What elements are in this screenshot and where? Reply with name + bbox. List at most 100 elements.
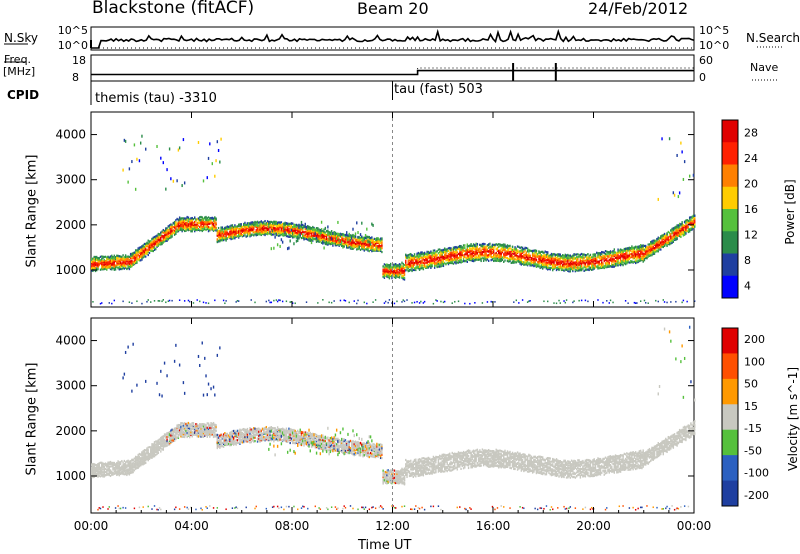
power-cell — [569, 267, 572, 270]
power-cell — [141, 258, 143, 261]
power-cell — [269, 225, 271, 228]
power-cell — [584, 262, 587, 265]
power-cell — [544, 255, 546, 259]
power-cell — [217, 230, 220, 233]
power-cell — [286, 247, 289, 251]
power-cell — [583, 263, 585, 266]
power-cell — [92, 257, 94, 260]
power-cell — [225, 237, 227, 241]
power-cell — [200, 223, 202, 227]
power-cell — [389, 274, 392, 278]
power-cell — [220, 137, 222, 141]
power-noise — [178, 299, 181, 301]
power-noise — [150, 301, 152, 303]
power-cell — [513, 252, 515, 255]
power-cell — [524, 253, 526, 256]
power-cell — [520, 246, 523, 249]
power-cell — [171, 229, 173, 232]
power-cell — [618, 263, 621, 266]
power-cell — [162, 240, 165, 243]
power-cell — [170, 223, 172, 226]
power-cell — [495, 257, 497, 260]
power-cell — [516, 250, 519, 254]
power-cell — [396, 264, 398, 267]
power-cell — [528, 262, 530, 265]
power-cell — [190, 227, 192, 230]
power-cell — [658, 237, 661, 240]
power-cell — [658, 241, 661, 244]
power-cell — [207, 227, 210, 230]
power-cell — [418, 255, 421, 258]
power-cell — [127, 264, 129, 267]
power-cell — [383, 266, 386, 269]
power-cell — [641, 244, 643, 247]
power-cell — [481, 254, 484, 257]
power-cell — [123, 138, 126, 142]
power-cell — [244, 234, 246, 237]
power-cell — [332, 232, 334, 236]
power-cell — [373, 242, 376, 245]
power-cell — [280, 224, 283, 227]
power-cell — [580, 255, 583, 259]
power-cell — [197, 140, 200, 144]
power-cell — [293, 242, 295, 246]
power-noise — [183, 300, 186, 302]
power-cell — [444, 257, 446, 261]
power-cell — [534, 258, 536, 261]
power-cell — [413, 256, 416, 259]
power-cell — [568, 264, 570, 267]
power-cell — [138, 246, 141, 249]
power-cell — [663, 244, 666, 247]
power-cell — [442, 255, 445, 258]
power-noise — [165, 301, 167, 304]
power-cell — [666, 244, 668, 248]
nsearch-label: N.Search — [746, 31, 800, 45]
power-cell — [181, 220, 183, 223]
power-cell — [506, 253, 509, 256]
power-cell — [430, 251, 432, 255]
power-cell — [346, 246, 348, 249]
power-cell — [134, 254, 137, 258]
power-cell — [393, 274, 396, 277]
power-cell — [405, 261, 407, 264]
power-cell — [263, 221, 265, 224]
power-cell — [332, 234, 334, 237]
power-cell — [461, 260, 463, 263]
power-cell — [122, 168, 124, 172]
power-cell — [545, 262, 548, 265]
power-cell — [403, 269, 406, 272]
power-cell — [642, 246, 644, 250]
power-cell — [299, 233, 301, 237]
power-cell — [215, 217, 217, 220]
power-cell — [503, 248, 505, 252]
power-cell — [342, 234, 344, 237]
power-cell — [597, 260, 599, 263]
power-cell — [165, 231, 167, 235]
power-cell — [265, 229, 268, 232]
power-cell — [194, 225, 196, 228]
power-cell — [601, 252, 603, 256]
power-cell — [668, 235, 671, 238]
power-noise — [645, 301, 647, 304]
power-cell — [496, 253, 499, 256]
power-cell — [413, 253, 416, 256]
power-cell — [672, 227, 675, 230]
power-cell — [221, 230, 224, 233]
power-cell — [274, 222, 276, 226]
power-noise — [587, 300, 589, 303]
power-cell — [106, 262, 108, 266]
power-cell — [435, 257, 437, 260]
power-cell — [366, 241, 368, 244]
power-cell — [567, 257, 569, 260]
power-cell — [240, 232, 242, 235]
power-cell — [387, 274, 389, 278]
power-cell — [410, 264, 412, 267]
power-cell — [337, 236, 339, 239]
power-cell — [141, 246, 143, 249]
power-cell — [371, 250, 373, 253]
power-cell — [472, 243, 475, 246]
power-cell — [378, 244, 381, 247]
power-cell — [462, 257, 465, 261]
power-cell — [99, 262, 102, 265]
power-cell — [269, 222, 271, 225]
